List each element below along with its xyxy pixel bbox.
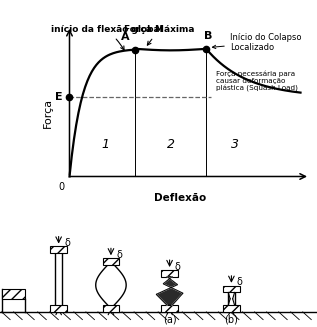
Bar	[161, 270, 178, 277]
Bar	[103, 305, 119, 312]
Bar	[50, 247, 67, 253]
Polygon shape	[156, 277, 183, 305]
Bar	[2, 289, 25, 300]
Bar	[50, 305, 67, 312]
Bar	[161, 305, 178, 312]
Text: 0: 0	[59, 181, 65, 192]
Text: B: B	[204, 31, 213, 41]
Text: δ: δ	[64, 238, 70, 248]
Text: Início do Colapso
Localizado: Início do Colapso Localizado	[212, 33, 301, 52]
Text: δ: δ	[237, 277, 243, 287]
Text: δ: δ	[175, 262, 181, 272]
Bar	[223, 286, 240, 292]
Text: Força: Força	[43, 97, 53, 128]
Text: 3: 3	[230, 138, 238, 151]
Text: Força Máxima: Força Máxima	[124, 25, 194, 45]
Text: Força necessária para
causar deformação
plástica (Squash Load): Força necessária para causar deformação …	[216, 71, 298, 92]
Text: E: E	[55, 92, 62, 102]
Text: (a): (a)	[163, 315, 176, 325]
Text: início da flexão global: início da flexão global	[51, 25, 162, 50]
Text: 1: 1	[102, 138, 110, 151]
Text: δ: δ	[116, 250, 122, 260]
Text: A: A	[120, 32, 129, 42]
Text: Deflexão: Deflexão	[154, 193, 206, 203]
Text: 2: 2	[167, 138, 175, 151]
Text: (b): (b)	[224, 315, 238, 325]
Bar	[223, 305, 240, 312]
Bar	[103, 258, 119, 265]
